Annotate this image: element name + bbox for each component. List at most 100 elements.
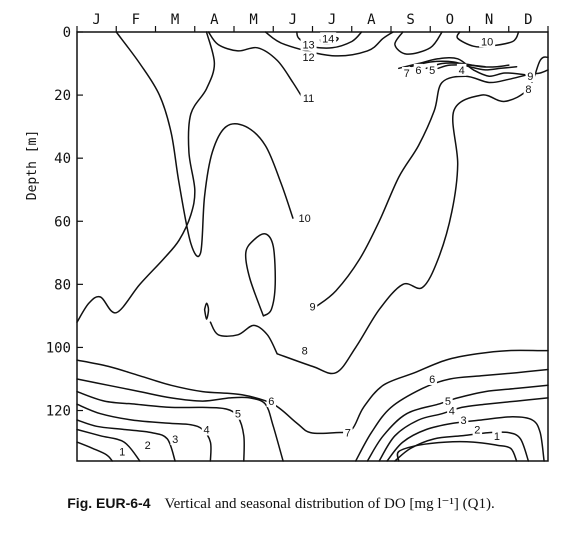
contour-label: 10 <box>299 213 311 225</box>
contour-lines <box>76 31 549 462</box>
contour-label: 1 <box>494 431 500 443</box>
contour-label: 7 <box>345 428 351 440</box>
contour-label-bg <box>525 70 536 83</box>
contour-label-bg <box>170 432 180 445</box>
contour-label: 6 <box>268 396 274 408</box>
contour-8c <box>209 321 278 355</box>
contour-label-bg <box>427 372 437 385</box>
month-label: A <box>367 12 376 28</box>
contour-label: 13 <box>302 40 314 52</box>
contour-label: 1 <box>119 447 125 459</box>
contour-label-bg <box>413 63 424 76</box>
depth-label: 60 <box>54 214 71 230</box>
contour-label: 5 <box>235 409 241 421</box>
depth-axis: 0 20 40 60 80 100 120 <box>46 25 83 420</box>
contour-3 <box>76 419 176 462</box>
contour-label: 2 <box>145 440 151 452</box>
figure-caption-label: Fig. EUR-6-4 <box>67 495 151 511</box>
contour-2 <box>76 428 141 462</box>
contour-label: 4 <box>459 65 465 77</box>
contour-3b <box>386 416 545 462</box>
contour-label-bg <box>343 426 353 439</box>
contour-12 <box>264 31 394 57</box>
contour-label-bg <box>447 404 457 417</box>
contour-9b <box>244 232 277 317</box>
contour-label-bg <box>233 407 243 420</box>
contour-label: 3 <box>172 434 178 446</box>
y-axis-title: Depth [m] <box>25 130 40 200</box>
contour-9 <box>315 69 549 308</box>
contour-label-bg <box>443 395 453 408</box>
contour-label: 2 <box>474 424 480 436</box>
month-label: O <box>446 12 454 28</box>
contour-label: 4 <box>203 424 209 436</box>
contour-4 <box>76 403 212 462</box>
contour-label-bg <box>472 423 483 436</box>
contour-label-bg <box>492 429 502 442</box>
contour-13 <box>296 31 363 49</box>
figure-caption-text: Vertical and seasonal distribution of DO… <box>164 496 495 512</box>
contour-label: 9 <box>309 301 315 313</box>
contour-label: 8 <box>302 346 308 358</box>
contour-label: 8 <box>525 84 531 96</box>
month-label: A <box>210 12 219 28</box>
contour-label-bg <box>456 63 467 76</box>
month-label: J <box>289 12 297 28</box>
contour-11b <box>394 31 443 55</box>
contour-label: 5 <box>445 396 451 408</box>
month-label: M <box>249 12 257 28</box>
contour-label: 6 <box>429 374 435 386</box>
month-label: N <box>485 12 493 28</box>
contour-label-bg <box>266 395 277 408</box>
contour-7 <box>76 349 549 435</box>
contour-label: 6 <box>415 65 421 77</box>
month-label: J <box>92 12 100 28</box>
contour-label: 11 <box>303 93 314 105</box>
contour-label-bg <box>458 413 469 426</box>
contour-6 <box>76 378 284 462</box>
contour-label: 5 <box>429 65 435 77</box>
contour-label: 4 <box>449 406 455 418</box>
contour-label-bg <box>401 67 412 80</box>
contour-label: 14 <box>322 33 334 45</box>
depth-label: 120 <box>46 404 71 420</box>
contour-label-bg <box>300 51 317 64</box>
contour-label: 9 <box>527 71 533 83</box>
contour-label-bg <box>479 35 496 48</box>
month-label: D <box>524 12 532 28</box>
depth-label: 40 <box>54 151 71 167</box>
contour-label-bg <box>117 445 127 458</box>
month-label: M <box>171 12 179 28</box>
contour-1 <box>76 441 114 462</box>
contour-label-bg <box>142 439 153 452</box>
depth-label: 0 <box>63 25 71 41</box>
contour-label: 3 <box>461 415 467 427</box>
month-label: J <box>328 12 336 28</box>
contour-label-bg <box>523 82 534 95</box>
contour-1b <box>396 440 518 462</box>
contour-label-bg <box>427 63 437 76</box>
contour-6c <box>409 60 518 71</box>
contour-11 <box>207 31 304 99</box>
contour-10 <box>115 31 294 258</box>
contour-8d <box>203 302 210 320</box>
contour-label: 7 <box>404 68 410 80</box>
figure-caption: Fig. EUR-6-4 Vertical and seasonal distri… <box>0 494 562 513</box>
depth-label: 20 <box>54 88 71 104</box>
contour-5 <box>76 390 245 462</box>
contour-label-bg <box>296 212 313 225</box>
month-label: S <box>406 12 414 28</box>
contour-label-bg <box>300 92 317 105</box>
contour-label: 12 <box>302 52 314 64</box>
contour-label-bg <box>300 38 317 51</box>
contour-4b <box>378 397 549 462</box>
contour-label-bg <box>201 423 212 436</box>
contour-label-bg <box>307 300 318 313</box>
contour-label-bg <box>299 344 310 357</box>
month-label: F <box>132 12 140 28</box>
contour-8b <box>276 56 549 375</box>
contour-8 <box>76 31 216 323</box>
depth-label: 100 <box>46 340 71 356</box>
